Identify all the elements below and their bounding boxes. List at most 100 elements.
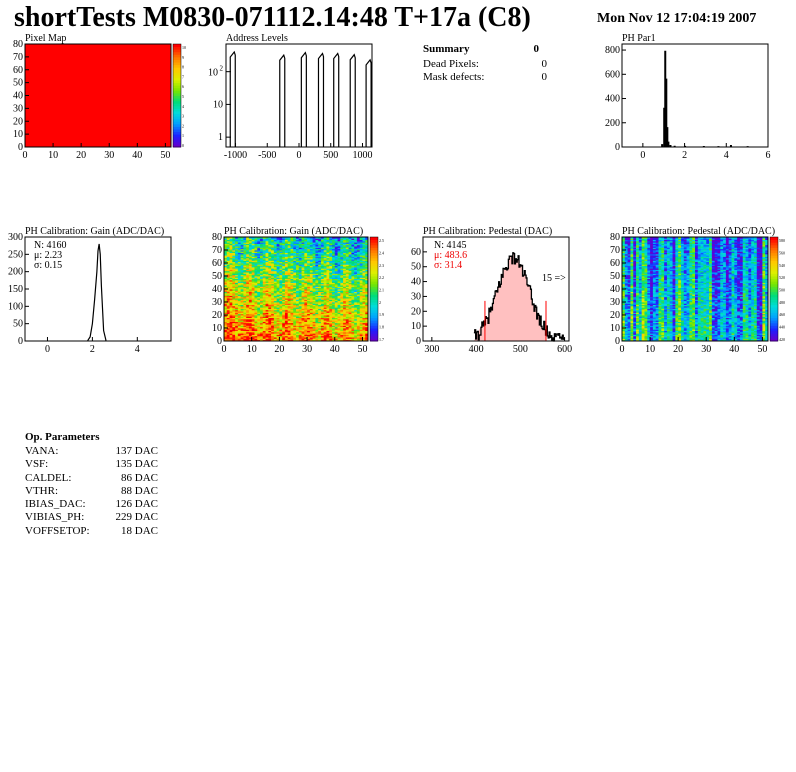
heatmap-cell [624,328,629,330]
heatmap-cell [359,242,363,244]
heatmap-cell [265,237,269,239]
heatmap-cell [265,283,269,286]
heatmap-cell [240,337,244,339]
heatmap-cell [359,328,363,330]
heatmap-cell [644,338,648,341]
heatmap-cell [229,251,233,253]
heatmap-cell [293,250,297,252]
heatmap-cell [282,324,286,326]
heatmap-cell [282,311,286,313]
heatmap-cell [348,298,352,300]
heatmap-cell [356,263,361,265]
heatmap-cell [340,281,344,283]
heatmap-cell [301,255,305,257]
heatmap-cell [273,318,278,321]
heatmap-cell [262,333,266,335]
heatmap-cell [251,270,255,273]
heatmap-cell [240,326,244,329]
heatmap-cell [287,263,291,265]
y-tick-label: 40 [411,277,421,288]
heatmap-cell [293,329,297,331]
heatmap-cell [246,302,250,304]
heatmap-cell [309,268,314,270]
heatmap-cell [345,261,350,264]
y-tick-label: 20 [212,310,222,321]
heatmap-cell [290,312,294,315]
heatmap-cell [290,274,294,277]
heatmap-cell [622,334,626,337]
heatmap-cell [229,259,233,261]
heatmap-cell [268,244,272,247]
heatmap-cell [329,326,333,329]
heatmap-cell [318,305,322,308]
heatmap-cell [237,239,242,242]
heatmap-cell [273,307,278,309]
heatmap-cell [235,289,239,291]
heatmap-cell [307,308,311,311]
heatmap-cell [334,289,338,291]
heatmap-cell [320,287,325,290]
heatmap-cell [232,305,236,308]
heatmap-cell [243,257,247,260]
heatmap-cell [246,331,250,334]
heatmap-cell [351,264,355,266]
heatmap-cell [276,238,280,240]
heatmap-cell [268,239,272,242]
heatmap-cell [315,308,319,311]
heatmap-cell [229,276,233,278]
heatmap-cell [655,329,659,331]
heatmap-cell [271,256,275,259]
heatmap-cell [246,283,250,286]
heatmap-cell [742,329,746,331]
heatmap-cell [348,290,352,292]
heatmap-cell [282,337,286,339]
heatmap-cell [312,338,316,341]
heatmap-cell [337,244,341,247]
heatmap-cell [309,244,314,247]
heatmap-cell [265,337,269,339]
heatmap-cell [235,333,239,335]
heatmap-cell [309,247,314,250]
heatmap-cell [251,248,255,251]
heatmap-cell [237,255,242,257]
heatmap-cell [271,270,275,273]
heatmap-cell [271,326,275,329]
heatmap-cell [365,259,369,261]
heatmap-cell [351,243,355,246]
heatmap-cell [226,266,230,269]
y-tick-label: 10 [411,321,421,332]
heatmap-cell [318,298,322,300]
heatmap-cell [307,286,311,289]
heatmap-cell [298,247,302,250]
heatmap-cell [265,252,269,255]
heatmap-cell [243,312,247,315]
heatmap-cell [340,315,344,317]
heatmap-cell [354,246,358,248]
heatmap-cell [254,322,258,325]
heatmap-cell [745,328,749,330]
heatmap-cell [343,269,347,272]
heatmap-cell [365,295,369,298]
z-tick-label: 2.5 [379,238,384,243]
heatmap-cell [246,255,250,257]
heatmap-cell [268,277,272,279]
heatmap-cell [337,237,341,239]
heatmap-cell [359,255,363,257]
heatmap-cell [226,333,230,335]
heatmap-cell [695,333,699,335]
heatmap-cell [340,289,344,291]
heatmap-cell [265,243,269,246]
heatmap-cell [320,318,325,321]
heatmap-cell [658,337,662,339]
heatmap-cell [254,266,258,269]
heatmap-cell [279,331,283,334]
heatmap-cell [235,316,239,318]
heatmap-cell [326,285,330,287]
heatmap-cell [354,299,358,302]
heatmap-cell [709,331,713,334]
heatmap-cell [248,252,253,255]
heatmap-cell [298,278,302,281]
heatmap-cell [246,252,250,255]
heatmap-cell [240,335,244,338]
heatmap-cell [229,318,233,321]
